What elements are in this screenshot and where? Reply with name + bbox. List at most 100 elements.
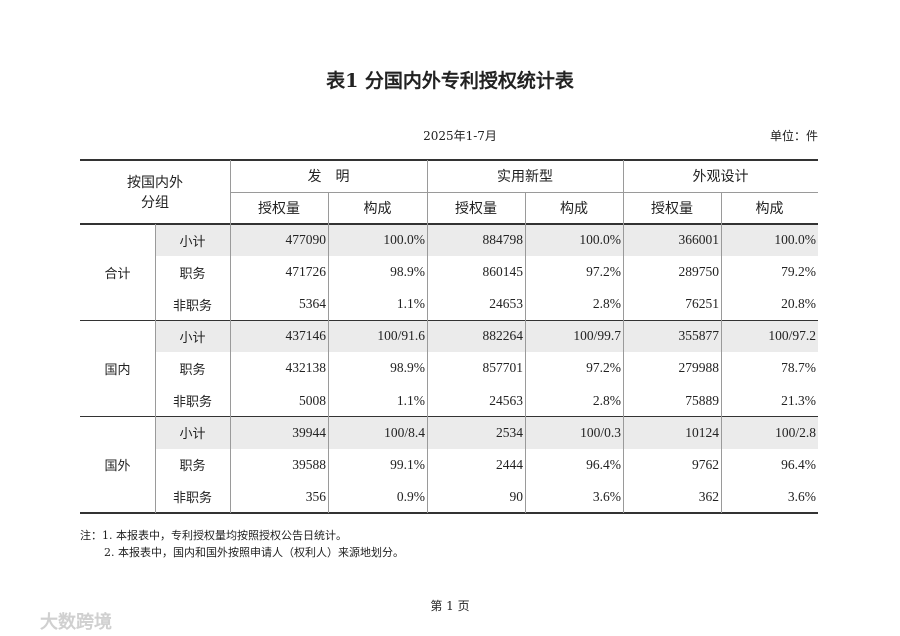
- note: 注：1. 本报表中，专利授权量均按照授权公告日统计。: [80, 529, 347, 542]
- cell: 0.9%: [396, 488, 425, 504]
- title: 表1 分国内外专利授权统计表: [326, 70, 574, 92]
- cell: 97.2%: [586, 360, 621, 376]
- cell: 100/97.2: [768, 328, 816, 344]
- row-label: 职务: [179, 362, 206, 378]
- cell: 9762: [692, 456, 719, 472]
- cell: 100/2.8: [775, 424, 816, 440]
- measure-header: 构成: [363, 201, 392, 217]
- cell: 39588: [292, 456, 326, 472]
- period: 2025年1-7月: [423, 129, 497, 143]
- type-header: 发 明: [307, 169, 350, 185]
- corner-line: 分组: [141, 195, 169, 211]
- cell: 21.3%: [781, 392, 816, 408]
- cell: 100/99.7: [573, 328, 621, 344]
- cell: 477090: [285, 232, 327, 248]
- cell: 3.6%: [592, 488, 621, 504]
- cell: 2.8%: [592, 296, 621, 312]
- cell: 432138: [285, 360, 327, 376]
- cell: 78.7%: [781, 360, 816, 376]
- cell: 362: [698, 488, 719, 504]
- cell: 75889: [685, 392, 719, 408]
- cell: 20.8%: [781, 296, 816, 312]
- cell: 5364: [299, 296, 326, 312]
- cell: 99.1%: [390, 456, 425, 472]
- cell: 100/0.3: [580, 424, 621, 440]
- cell: 1.1%: [396, 392, 425, 408]
- group-label: 国内: [104, 362, 131, 378]
- cell: 100/91.6: [377, 328, 425, 344]
- measure-header: 授权量: [258, 201, 300, 217]
- cell: 24563: [489, 392, 523, 408]
- measure-header: 构成: [560, 201, 588, 217]
- rule: [80, 416, 818, 418]
- cell: 2.8%: [592, 392, 621, 408]
- type-header: 实用新型: [497, 169, 553, 185]
- measure-header: 授权量: [651, 201, 693, 217]
- rule: [720, 192, 722, 513]
- cell: 39944: [292, 424, 326, 440]
- cell: 1.1%: [396, 296, 425, 312]
- cell: 76251: [685, 296, 719, 312]
- group-label: 国外: [104, 459, 131, 475]
- rule: [230, 191, 818, 193]
- row-label: 职务: [179, 266, 206, 282]
- row-shade: [155, 224, 818, 257]
- rule: [80, 159, 818, 161]
- measure-header: 授权量: [455, 201, 497, 217]
- cell: 96.4%: [586, 456, 621, 472]
- row-label: 职务: [179, 459, 206, 475]
- cell: 98.9%: [390, 360, 425, 376]
- rule: [622, 160, 624, 513]
- rule: [154, 224, 156, 513]
- cell: 79.2%: [781, 264, 816, 280]
- cell: 279988: [678, 360, 720, 376]
- row-label: 小计: [179, 330, 206, 346]
- cell: 437146: [285, 328, 327, 344]
- measure-header: 构成: [755, 201, 784, 217]
- row-shade: [155, 416, 818, 449]
- group-label: 合计: [104, 266, 131, 282]
- cell: 100.0%: [774, 232, 816, 248]
- cell: 857701: [482, 360, 524, 376]
- cell: 98.9%: [390, 264, 425, 280]
- cell: 100.0%: [383, 232, 425, 248]
- page-number: 第 1 页: [430, 599, 470, 613]
- cell: 356: [305, 488, 326, 504]
- cell: 90: [509, 488, 524, 504]
- cell: 289750: [678, 264, 720, 280]
- cell: 2444: [496, 456, 523, 472]
- rule: [80, 512, 818, 514]
- rule: [229, 160, 231, 513]
- row-label: 非职务: [172, 298, 212, 314]
- note: 2. 本报表中，国内和国外按照申请人（权利人）来源地划分。: [104, 546, 404, 559]
- cell: 100.0%: [579, 232, 621, 248]
- row-label: 非职务: [172, 491, 212, 507]
- cell: 96.4%: [781, 456, 816, 472]
- cell: 100/8.4: [384, 424, 425, 440]
- row-label: 小计: [179, 427, 206, 443]
- watermark: 大数跨境: [40, 612, 112, 633]
- rule: [426, 160, 428, 513]
- cell: 884798: [482, 232, 524, 248]
- cell: 3.6%: [787, 488, 816, 504]
- cell: 882264: [482, 328, 524, 344]
- row-label: 非职务: [172, 395, 212, 411]
- cell: 860145: [482, 264, 524, 280]
- rule: [80, 223, 818, 225]
- type-header: 外观设计: [692, 169, 749, 185]
- cell: 5008: [299, 392, 326, 408]
- row-label: 小计: [179, 234, 206, 250]
- cell: 355877: [678, 328, 720, 344]
- row-shade: [155, 320, 818, 353]
- corner-header: 按国内外 分组: [80, 160, 230, 224]
- unit: 单位：件: [769, 129, 818, 143]
- cell: 97.2%: [586, 264, 621, 280]
- rule: [524, 192, 526, 513]
- corner-line: 按国内外: [127, 175, 183, 191]
- cell: 366001: [678, 232, 720, 248]
- cell: 10124: [685, 424, 719, 440]
- cell: 471726: [285, 264, 327, 280]
- rule: [327, 192, 329, 513]
- rule: [80, 319, 818, 321]
